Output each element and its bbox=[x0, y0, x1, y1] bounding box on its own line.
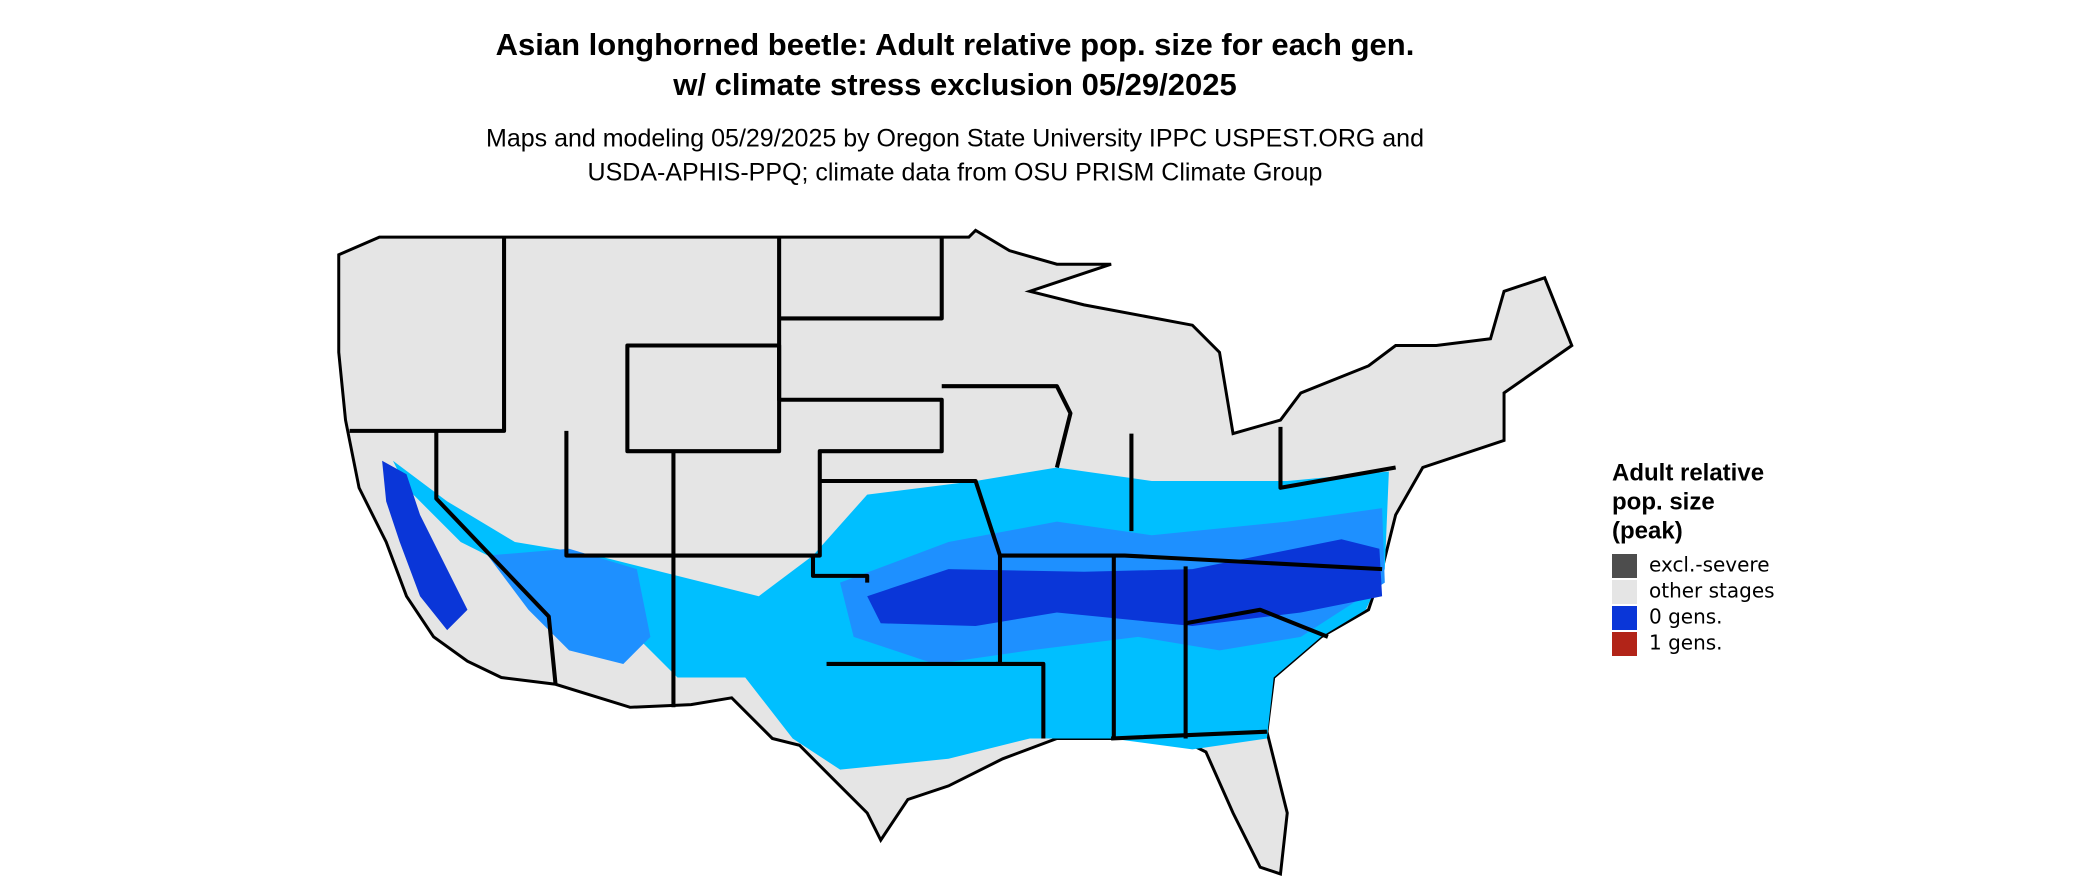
legend-label: 0 gens. bbox=[1649, 605, 1723, 629]
legend-swatch bbox=[1612, 554, 1637, 578]
subtitle-line: USDA-APHIS-PPQ; climate data from OSU PR… bbox=[588, 159, 1323, 187]
legend-swatch bbox=[1612, 632, 1637, 656]
legend-title: (peak) bbox=[1612, 517, 1683, 544]
legend-swatch bbox=[1612, 606, 1637, 630]
southwest-blue-zone bbox=[487, 548, 651, 664]
title-line: w/ climate stress exclusion 05/29/2025 bbox=[672, 67, 1237, 102]
legend-title: pop. size bbox=[1612, 488, 1715, 515]
west-blue-zone bbox=[382, 460, 468, 631]
legend-label: excl.-severe bbox=[1649, 553, 1770, 577]
legend-label: 1 gens. bbox=[1649, 631, 1723, 655]
legend-title: Adult relative bbox=[1612, 459, 1764, 486]
legend-swatch bbox=[1612, 580, 1637, 604]
subtitle-line: Maps and modeling 05/29/2025 by Oregon S… bbox=[486, 125, 1424, 153]
state-borders bbox=[349, 237, 1397, 741]
title-line: Asian longhorned beetle: Adult relative … bbox=[496, 27, 1415, 62]
legend-label: other stages bbox=[1649, 579, 1775, 603]
titles: Asian longhorned beetle: Adult relative … bbox=[486, 27, 1424, 186]
map bbox=[337, 228, 1574, 876]
